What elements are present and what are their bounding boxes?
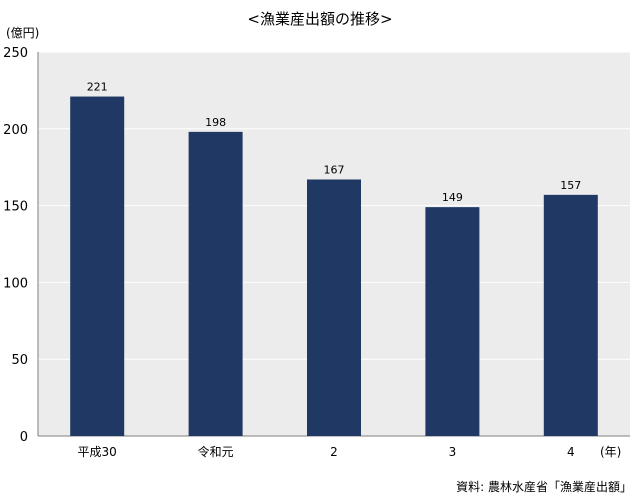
bar (70, 96, 125, 436)
data-label: 149 (442, 191, 463, 204)
bar (188, 131, 243, 436)
bar (543, 194, 598, 436)
x-tick-label: 令和元 (198, 444, 234, 459)
chart-title: <漁業産出額の推移> (247, 10, 393, 28)
x-tick-label: 3 (449, 445, 457, 459)
x-tick-label: 平成30 (78, 445, 117, 459)
y-tick-label: 250 (3, 46, 28, 61)
y-axis-unit: (億円) (6, 26, 40, 40)
x-axis-unit: (年) (600, 445, 622, 459)
x-tick-label: 4 (567, 445, 575, 459)
data-label: 157 (560, 179, 581, 192)
y-tick-label: 0 (20, 430, 28, 445)
bar (307, 179, 361, 436)
x-tick-label: 2 (330, 445, 338, 459)
data-label: 167 (324, 163, 345, 176)
y-tick-label: 150 (3, 200, 28, 215)
y-tick-label: 200 (3, 123, 28, 138)
bar (425, 207, 480, 436)
y-tick-label: 100 (3, 276, 28, 291)
data-label: 221 (87, 81, 108, 94)
y-tick-label: 50 (11, 353, 28, 368)
source-note: 資料: 農林水産省「漁業産出額」 (456, 480, 632, 494)
data-label: 198 (205, 116, 226, 129)
